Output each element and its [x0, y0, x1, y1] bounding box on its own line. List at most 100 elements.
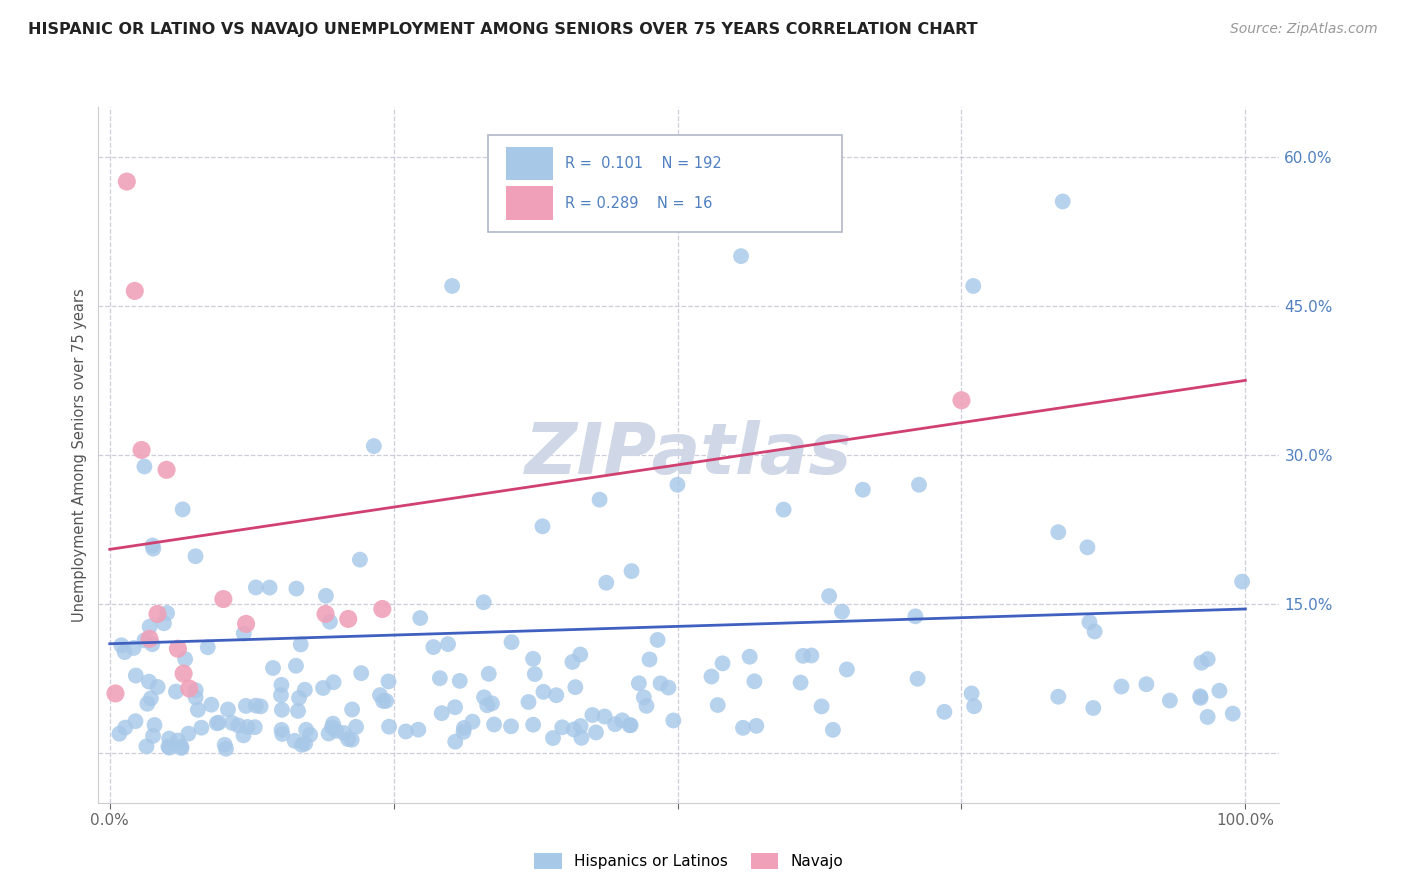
Point — [157, 740, 180, 755]
Point — [138, 620, 160, 634]
Point — [270, 688, 292, 702]
Point — [146, 680, 169, 694]
Point — [789, 675, 811, 690]
Point — [395, 724, 418, 739]
Point — [271, 727, 294, 741]
Point — [288, 690, 311, 705]
Point — [1191, 656, 1213, 670]
Point — [349, 552, 371, 566]
Point — [170, 739, 193, 754]
Point — [262, 661, 284, 675]
Point — [235, 698, 257, 713]
Point — [142, 729, 165, 743]
Point — [730, 249, 752, 263]
Point — [166, 733, 188, 747]
Point — [745, 719, 768, 733]
Point — [373, 694, 395, 708]
Point — [792, 648, 814, 663]
Legend: Hispanics or Latinos, Navajo: Hispanics or Latinos, Navajo — [529, 847, 849, 875]
Point — [344, 720, 367, 734]
Bar — [506, 146, 553, 180]
Point — [963, 699, 986, 714]
Point — [1197, 652, 1219, 666]
Point — [236, 720, 259, 734]
Point — [333, 726, 356, 740]
Point — [104, 686, 127, 700]
Point — [962, 279, 984, 293]
Point — [1078, 615, 1101, 629]
Point — [444, 700, 467, 714]
Point — [190, 721, 212, 735]
Point — [561, 655, 583, 669]
Point — [291, 738, 314, 752]
Point — [249, 699, 271, 714]
Point — [1189, 690, 1212, 704]
Point — [124, 714, 146, 728]
Point — [522, 717, 544, 731]
Point — [245, 581, 267, 595]
Point — [136, 697, 159, 711]
Point — [1135, 677, 1157, 691]
Point — [517, 695, 540, 709]
Point — [179, 681, 201, 696]
Point — [1230, 574, 1253, 589]
Point — [444, 734, 467, 748]
Point — [337, 732, 360, 747]
Point — [363, 439, 385, 453]
Point — [1208, 683, 1230, 698]
Point — [904, 609, 927, 624]
Point — [318, 726, 340, 740]
Point — [167, 641, 190, 656]
Point — [501, 635, 523, 649]
Point — [1052, 194, 1074, 209]
Point — [378, 720, 401, 734]
Point — [205, 716, 228, 731]
Y-axis label: Unemployment Among Seniors over 75 years: Unemployment Among Seniors over 75 years — [72, 288, 87, 622]
Point — [481, 697, 503, 711]
Point — [221, 715, 243, 730]
Point — [235, 616, 257, 631]
Point — [114, 645, 136, 659]
Point — [1111, 680, 1133, 694]
Point — [141, 637, 163, 651]
Point — [322, 675, 344, 690]
Point — [477, 698, 499, 713]
Point — [315, 589, 337, 603]
Point — [115, 175, 138, 189]
Point — [429, 671, 451, 685]
Point — [184, 690, 207, 705]
Point — [706, 698, 728, 712]
Point — [138, 674, 160, 689]
Point — [437, 637, 460, 651]
Point — [208, 715, 231, 730]
Point — [1047, 690, 1070, 704]
Point — [619, 718, 641, 732]
Point — [603, 717, 626, 731]
Point — [409, 611, 432, 625]
Point — [142, 539, 165, 553]
Point — [852, 483, 875, 497]
Point — [453, 725, 475, 739]
Point — [173, 666, 195, 681]
Point — [153, 616, 176, 631]
Point — [157, 739, 180, 754]
Text: ZIPatlas: ZIPatlas — [526, 420, 852, 490]
Point — [533, 685, 555, 699]
Point — [295, 723, 318, 737]
Point — [170, 741, 193, 756]
Point — [531, 519, 554, 533]
Point — [711, 657, 734, 671]
Point — [157, 731, 180, 746]
Bar — [488, 135, 842, 232]
Point — [184, 549, 207, 564]
Point — [461, 714, 484, 729]
Point — [270, 678, 292, 692]
Point — [155, 463, 177, 477]
Point — [441, 279, 464, 293]
Point — [228, 718, 250, 732]
Point — [217, 702, 239, 716]
Point — [284, 734, 307, 748]
Point — [134, 459, 156, 474]
Point — [482, 717, 505, 731]
Point — [666, 477, 689, 491]
